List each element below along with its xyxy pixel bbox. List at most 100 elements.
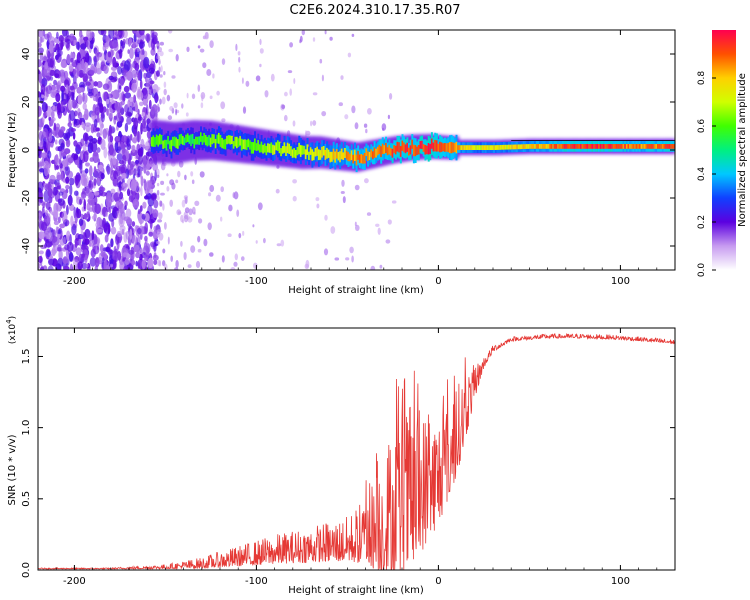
noise-cell — [133, 117, 139, 130]
band-cell — [553, 144, 556, 149]
band-cell — [226, 135, 229, 145]
band-cell — [570, 144, 573, 149]
noise-cell — [324, 30, 327, 35]
x-tick-label: -200 — [63, 576, 86, 587]
band-cell — [661, 144, 664, 149]
band-cell — [280, 148, 283, 157]
noise-cell — [108, 124, 112, 137]
band-cell — [596, 144, 599, 149]
band-cell — [285, 146, 288, 156]
noise-cell — [62, 151, 67, 156]
noise-cell — [367, 108, 372, 115]
noise-cell — [175, 108, 178, 116]
band-cell — [524, 144, 527, 149]
noise-cell — [38, 262, 41, 269]
noise-cell — [112, 209, 117, 219]
noise-cell — [65, 39, 70, 49]
noise-cell — [166, 94, 171, 102]
noise-cell — [95, 222, 99, 228]
noise-cell — [82, 102, 87, 110]
noise-cell — [257, 202, 263, 211]
noise-cell — [375, 223, 380, 227]
band-cell — [167, 136, 170, 145]
noise-cell — [67, 122, 72, 128]
noise-cell — [133, 168, 137, 176]
noise-cell — [86, 38, 91, 50]
band-cell — [240, 138, 243, 151]
noise-cell — [84, 108, 89, 121]
y-tick-label: -40 — [21, 238, 32, 254]
noise-cell — [113, 170, 118, 180]
noise-cell — [62, 132, 68, 140]
band-cell — [375, 148, 378, 158]
noise-cell — [175, 260, 179, 268]
band-cell — [467, 145, 469, 150]
band-cell — [381, 143, 384, 155]
band-cell — [178, 134, 181, 146]
noise-cell — [119, 225, 126, 232]
noise-cell — [191, 93, 196, 100]
band-cell — [501, 144, 504, 150]
noise-cell — [342, 196, 346, 204]
spectrogram-signal-band — [150, 120, 675, 173]
noise-cell — [54, 126, 61, 139]
band-cell — [177, 139, 179, 149]
noise-cell — [276, 243, 282, 247]
noise-cell — [259, 63, 262, 68]
noise-cell — [124, 122, 129, 133]
noise-cell — [180, 240, 183, 247]
band-cell — [565, 144, 568, 149]
noise-cell — [157, 259, 161, 266]
band-cell — [329, 151, 332, 163]
noise-cell — [89, 31, 95, 39]
noise-cell — [150, 193, 157, 201]
band-cell — [601, 144, 604, 149]
noise-cell — [154, 94, 159, 102]
band-cell — [568, 144, 571, 149]
noise-cell — [344, 114, 349, 120]
noise-cell — [121, 172, 127, 180]
noise-cell — [220, 101, 226, 110]
band-cell — [237, 138, 240, 148]
band-cell — [358, 154, 361, 163]
noise-cell — [110, 238, 114, 248]
noise-cell — [110, 226, 117, 235]
noise-cell — [241, 77, 244, 84]
noise-cell — [96, 81, 103, 88]
band-cell — [666, 144, 669, 149]
noise-cell — [128, 37, 133, 46]
noise-cell — [83, 36, 89, 41]
noise-cell — [321, 74, 324, 82]
band-cell — [611, 144, 614, 149]
band-cell — [224, 138, 227, 150]
noise-cell — [131, 259, 136, 266]
noise-cell — [105, 246, 111, 253]
noise-cell — [129, 228, 133, 240]
noise-cell — [70, 57, 74, 63]
noise-cell — [80, 243, 86, 250]
noise-cell — [46, 213, 51, 224]
noise-cell — [158, 66, 161, 74]
noise-cell — [39, 50, 44, 61]
band-cell — [440, 142, 443, 152]
noise-cell — [329, 36, 333, 41]
snr-panel: -200 -100 0 100 0.0 0.5 1.0 1.5 Height of stra… — [5, 316, 676, 596]
noise-cell — [61, 71, 64, 78]
band-cell — [476, 145, 479, 150]
x-tick-label: -100 — [245, 276, 268, 287]
band-cell — [394, 145, 397, 155]
noise-cell — [238, 232, 242, 239]
band-cell — [411, 139, 414, 149]
noise-cell — [183, 214, 189, 223]
band-cell — [260, 141, 263, 153]
noise-cell — [159, 98, 162, 105]
noise-cell — [142, 87, 149, 100]
noise-cell — [134, 62, 140, 71]
band-cell — [206, 136, 209, 147]
noise-cell — [68, 99, 73, 111]
noise-cell — [55, 226, 59, 234]
band-cell — [535, 144, 538, 149]
noise-cell — [345, 257, 350, 261]
noise-cell — [118, 92, 123, 101]
noise-cell — [54, 154, 59, 166]
